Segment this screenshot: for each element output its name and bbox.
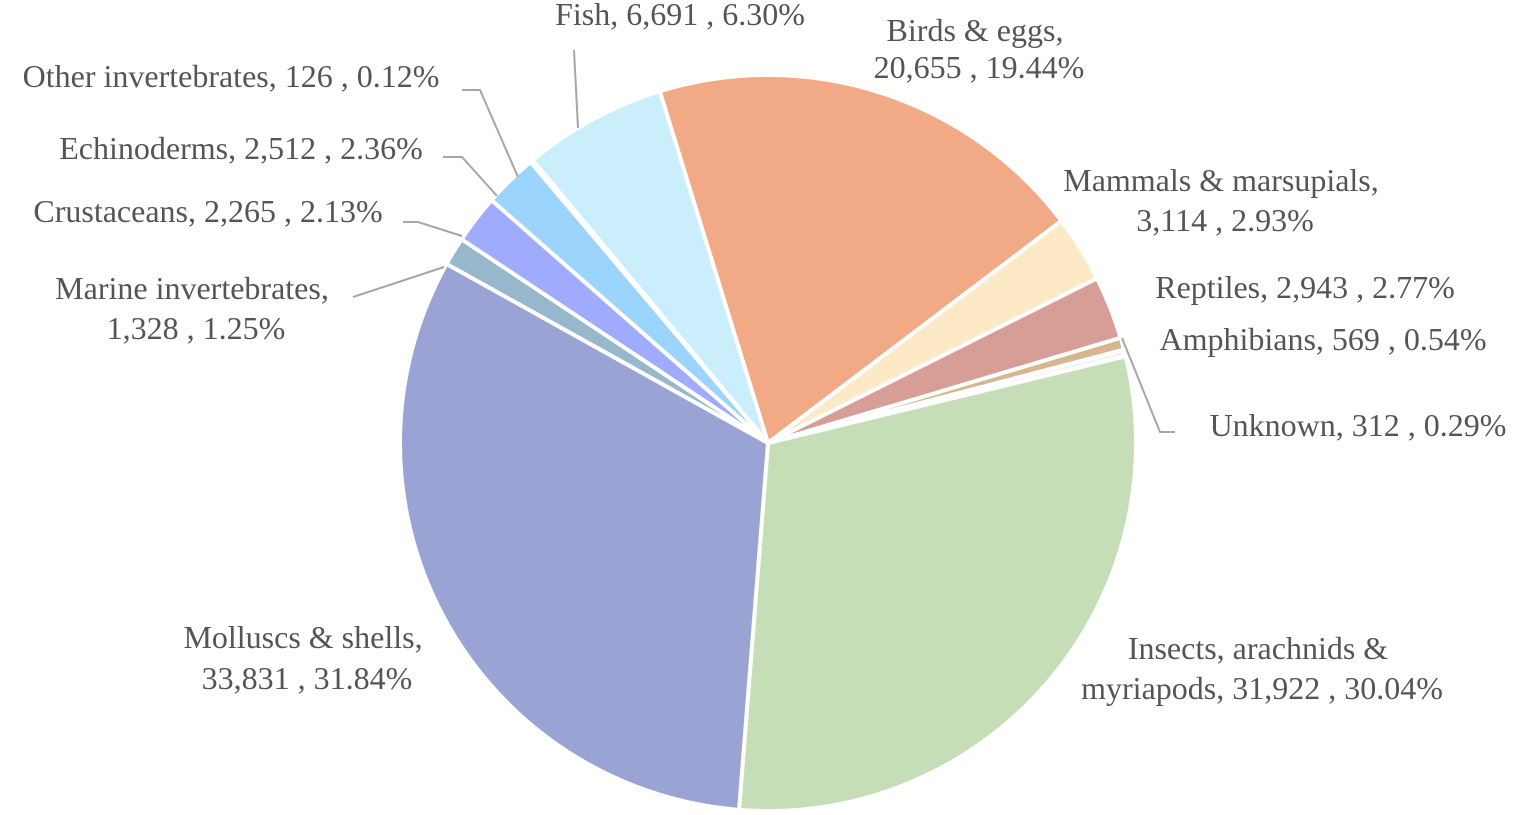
label-amphibians: Amphibians, 569 , 0.54%	[1159, 321, 1486, 357]
label-unknown: Unknown, 312 , 0.29%	[1210, 407, 1507, 443]
label-molluscs-shells-line-2: 33,831 , 31.84%	[202, 660, 413, 696]
label-insects-arachnids-myriapods: Insects, arachnids & myriapods, 31,922 ,…	[1081, 630, 1443, 706]
label-marine-invertebrates-line-2: 1,328 , 1.25%	[107, 310, 286, 346]
leader-line-marine-invertebrates	[352, 266, 445, 298]
leader-line-echinoderms	[443, 156, 498, 197]
label-echinoderms: Echinoderms, 2,512 , 2.36%	[59, 130, 423, 166]
label-insects-line-2: myriapods, 31,922 , 30.04%	[1081, 670, 1443, 706]
label-other-invertebrates: Other invertebrates, 126 , 0.12%	[23, 58, 440, 94]
leader-line-unknown	[1121, 337, 1175, 433]
slice-labels: Fish, 6,691 , 6.30% Birds & eggs, 20,655…	[23, 0, 1507, 706]
leader-line-other-invertebrates	[462, 89, 519, 178]
pie-slices	[398, 73, 1138, 813]
label-molluscs-shells: Molluscs & shells, 33,831 , 31.84%	[183, 619, 430, 696]
label-fish-line-1: Fish, 6,691 , 6.30%	[555, 0, 805, 32]
label-mammals-marsupials-line-1: Mammals & marsupials,	[1063, 162, 1379, 198]
label-crustaceans-line-1: Crustaceans, 2,265 , 2.13%	[33, 193, 382, 229]
label-unknown-line-1: Unknown, 312 , 0.29%	[1210, 407, 1507, 443]
label-reptiles-line-1: Reptiles, 2,943 , 2.77%	[1155, 269, 1455, 305]
label-marine-invertebrates: Marine invertebrates, 1,328 , 1.25%	[55, 270, 337, 346]
label-mammals-marsupials: Mammals & marsupials, 3,114 , 2.93%	[1063, 162, 1387, 238]
pie-slice-fish	[530, 89, 770, 445]
label-mammals-marsupials-line-2: 3,114 , 2.93%	[1136, 202, 1313, 238]
label-birds-eggs: Birds & eggs, 20,655 , 19.44%	[874, 12, 1085, 85]
label-marine-invertebrates-line-1: Marine invertebrates,	[55, 270, 329, 306]
leader-line-crustaceans	[403, 221, 463, 237]
pie-slice-insects-arachnids-myriapods	[737, 354, 1138, 813]
label-echinoderms-line-1: Echinoderms, 2,512 , 2.36%	[59, 130, 423, 166]
label-other-invertebrates-line-1: Other invertebrates, 126 , 0.12%	[23, 58, 440, 94]
pie-slice-molluscs-shells	[398, 261, 770, 812]
leader-lines	[352, 49, 1175, 433]
label-amphibians-line-1: Amphibians, 569 , 0.54%	[1159, 321, 1486, 357]
label-birds-eggs-line-1: Birds & eggs,	[887, 12, 1064, 48]
label-fish: Fish, 6,691 , 6.30%	[555, 0, 805, 32]
label-birds-eggs-line-2: 20,655 , 19.44%	[874, 49, 1085, 85]
leader-line-fish	[573, 49, 579, 129]
label-reptiles: Reptiles, 2,943 , 2.77%	[1155, 269, 1455, 305]
label-crustaceans: Crustaceans, 2,265 , 2.13%	[33, 193, 382, 229]
pie-slice-birds-eggs	[657, 73, 1064, 445]
label-molluscs-shells-line-1: Molluscs & shells,	[183, 619, 422, 655]
label-insects-line-1: Insects, arachnids &	[1128, 630, 1388, 666]
